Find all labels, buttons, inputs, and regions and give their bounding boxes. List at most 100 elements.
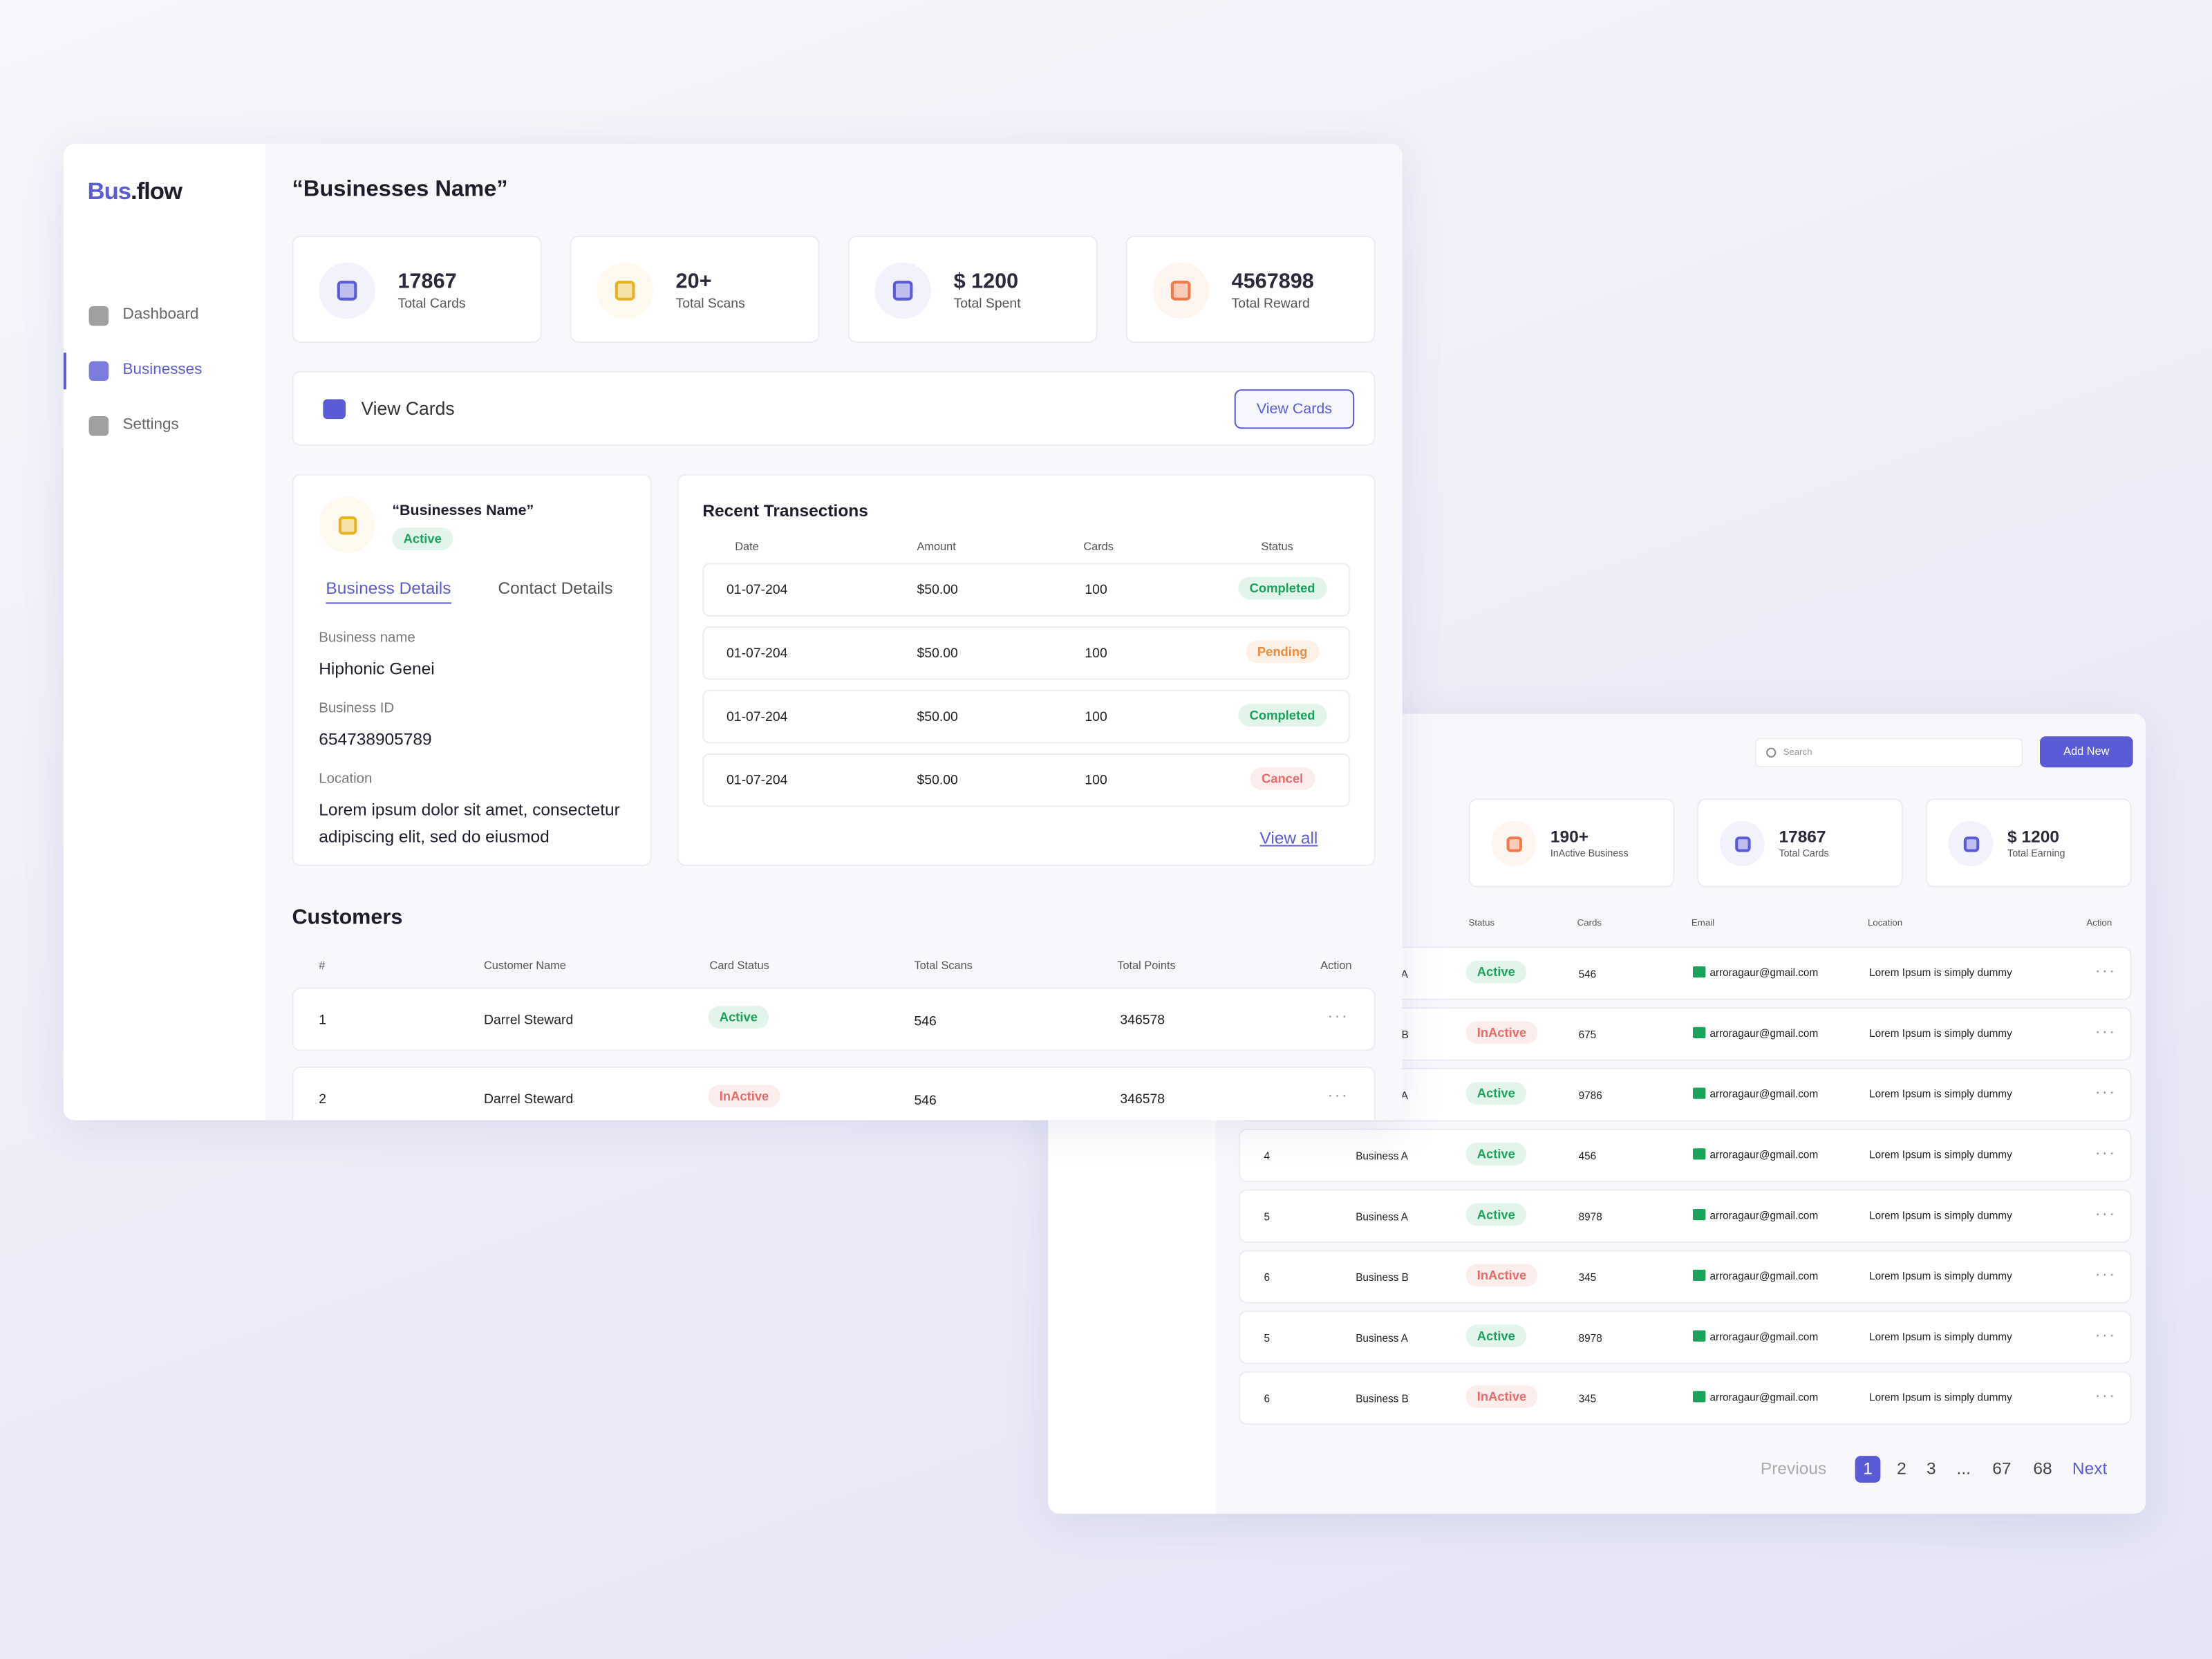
- id: 4: [1264, 1150, 1271, 1163]
- location: Lorem Ipsum is simply dummy: [1869, 1027, 2012, 1040]
- email-icon: [1692, 1391, 1706, 1403]
- location: Lorem Ipsum is simply dummy: [1869, 966, 2012, 980]
- nav-item[interactable]: Businesses: [63, 353, 265, 390]
- nav-item[interactable]: Settings: [64, 408, 265, 444]
- cards: 345: [1578, 1392, 1597, 1405]
- column-header: Action: [1320, 959, 1352, 973]
- view-cards-icon: [323, 399, 346, 420]
- status-badge: Active: [392, 527, 453, 550]
- add-new-button[interactable]: Add New: [2039, 736, 2133, 768]
- stat-label: Total Scans: [675, 296, 745, 312]
- column-header: Email: [1691, 918, 1715, 928]
- cards: 100: [1085, 646, 1107, 662]
- email: arroragaur@gmail.com: [1709, 1330, 1819, 1343]
- email-icon: [1692, 966, 1706, 978]
- action-menu[interactable]: ···: [2094, 1082, 2117, 1102]
- id: 5: [1264, 1210, 1271, 1224]
- previous-link[interactable]: Previous: [1760, 1459, 1827, 1479]
- status-badge: Completed: [1238, 704, 1327, 727]
- field-value: Lorem ipsum dolor sit amet, consectetur …: [319, 800, 620, 847]
- tab[interactable]: Business Details: [326, 579, 451, 604]
- action-menu[interactable]: ···: [2094, 960, 2117, 981]
- icon-circle: [597, 262, 653, 319]
- column-header: #: [319, 959, 326, 973]
- action-menu[interactable]: ···: [2094, 1143, 2117, 1163]
- page-link[interactable]: 68: [2033, 1459, 2052, 1479]
- status-badge: Completed: [1238, 577, 1327, 600]
- page-title: “Businesses Name”: [292, 178, 508, 202]
- next-link[interactable]: Next: [2072, 1459, 2108, 1479]
- customers-title: Customers: [292, 906, 403, 930]
- action-menu[interactable]: ···: [2094, 1264, 2117, 1284]
- cards: 100: [1085, 773, 1107, 789]
- icon: [1506, 836, 1522, 852]
- location: Lorem Ipsum is simply dummy: [1869, 1087, 2012, 1100]
- icon-circle: [1152, 262, 1209, 319]
- page-link[interactable]: ...: [1956, 1459, 1971, 1479]
- status-badge: Active: [1465, 960, 1527, 984]
- tab[interactable]: Contact Details: [498, 578, 613, 599]
- column-header: Date: [735, 540, 759, 553]
- business-row: 4 Business A Active 456 arroragaur@gmail.com…: [1238, 1128, 2132, 1183]
- action-menu[interactable]: ···: [2094, 1021, 2117, 1042]
- page-link[interactable]: 67: [1992, 1459, 2012, 1479]
- stat-value: 20+: [675, 269, 712, 294]
- action-menu[interactable]: ···: [2094, 1203, 2117, 1224]
- column-header: Cards: [1083, 540, 1114, 553]
- action-menu[interactable]: ···: [2094, 1324, 2117, 1344]
- action-menu[interactable]: ···: [1327, 1085, 1349, 1105]
- action-menu[interactable]: ···: [1327, 1006, 1349, 1026]
- cards: 100: [1085, 582, 1107, 599]
- icon-circle: [1491, 821, 1537, 867]
- stat-label: Total Spent: [953, 296, 1021, 312]
- stat-value: 17867: [397, 269, 457, 294]
- name: Business A: [1356, 1150, 1408, 1163]
- cards: 345: [1578, 1271, 1597, 1284]
- view-all-link[interactable]: View all: [1259, 827, 1318, 848]
- front-window: Bus.flow Dashboard Businesses Settings “Busi…: [63, 144, 1403, 1121]
- location: Lorem Ipsum is simply dummy: [1869, 1148, 2012, 1161]
- email-icon: [1692, 1330, 1706, 1342]
- page-link[interactable]: 1: [1855, 1456, 1881, 1483]
- nav-label: Settings: [122, 416, 179, 433]
- page-link[interactable]: 3: [1927, 1459, 1936, 1479]
- email-icon: [1692, 1087, 1706, 1099]
- business-row: 6 Business B InActive 345 arroragaur@gmail.c…: [1238, 1371, 2132, 1425]
- stat-value: 190+: [1550, 826, 1589, 847]
- action-menu[interactable]: ···: [2094, 1385, 2117, 1405]
- icon: [892, 281, 913, 301]
- location: Lorem Ipsum is simply dummy: [1869, 1269, 2012, 1283]
- nav-label: Dashboard: [122, 306, 199, 324]
- icon-circle: [319, 496, 375, 553]
- email: arroragaur@gmail.com: [1709, 1269, 1819, 1283]
- business-card: “Businesses Name” Active Business Details C…: [292, 474, 652, 867]
- name: Darrel Steward: [483, 1013, 574, 1029]
- cards: 675: [1578, 1028, 1597, 1042]
- cards: 546: [1578, 967, 1597, 981]
- status-badge: Active: [1465, 1143, 1527, 1165]
- name: Darrel Steward: [483, 1091, 574, 1108]
- stat-value: 4567898: [1231, 269, 1314, 294]
- status-badge: InActive: [1465, 1021, 1538, 1044]
- page-link[interactable]: 2: [1897, 1459, 1906, 1479]
- view-cards-button[interactable]: View Cards: [1234, 389, 1355, 429]
- stat-card: 17867 Total Cards: [1697, 798, 1904, 888]
- field-label: Location: [319, 771, 373, 787]
- cards: 456: [1578, 1150, 1597, 1163]
- stat-label: Total Cards: [397, 296, 466, 312]
- column-header: Cards: [1577, 918, 1602, 928]
- icon: [337, 281, 357, 301]
- nav-icon: [88, 361, 109, 382]
- nav-item[interactable]: Dashboard: [64, 298, 265, 335]
- amount: $50.00: [917, 709, 958, 725]
- brand: Bus.flow: [88, 178, 182, 206]
- id: 6: [1264, 1271, 1271, 1284]
- name: Business A: [1356, 1210, 1408, 1224]
- status-badge: InActive: [1465, 1264, 1538, 1287]
- nav-label: Businesses: [122, 361, 203, 378]
- search-box[interactable]: Search: [1754, 738, 2023, 768]
- id: 6: [1264, 1392, 1271, 1405]
- id: 5: [1264, 1331, 1271, 1344]
- amount: $50.00: [917, 646, 958, 662]
